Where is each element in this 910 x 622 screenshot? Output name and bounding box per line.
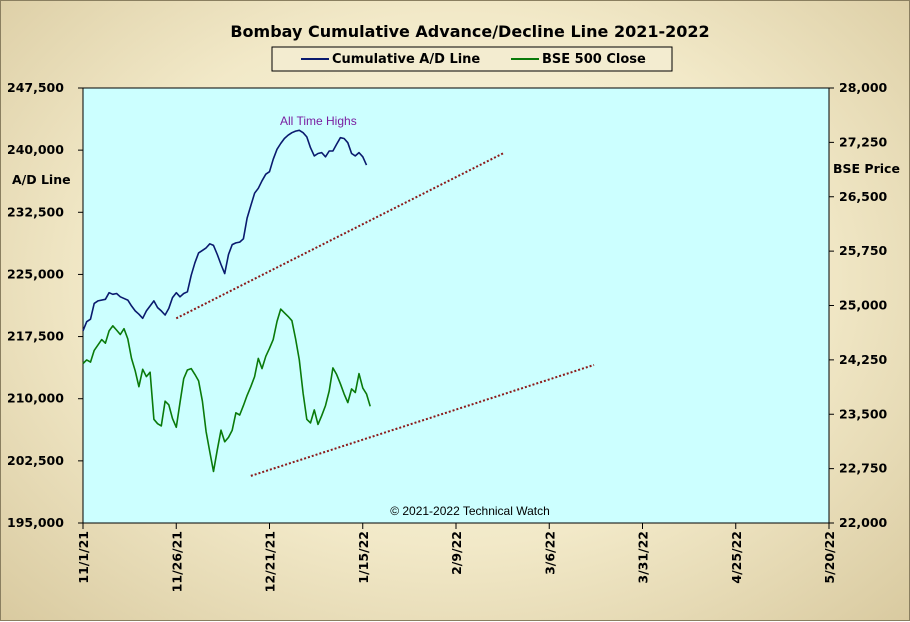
x-tick-label: 4/25/22: [729, 531, 744, 584]
legend-label-ad-line: Cumulative A/D Line: [332, 52, 480, 67]
y-left-tick-label: 202,500: [7, 453, 64, 468]
series-line-bse500-close: [82, 308, 371, 473]
y-left-tick-label: 232,500: [7, 204, 64, 219]
trendline-ad-line: [175, 151, 505, 320]
y-right-tick-label: 25,000: [839, 298, 888, 313]
x-tick-label: 12/21/21: [263, 531, 278, 592]
y-right-tick-label: 28,000: [839, 80, 888, 95]
x-tick-label: 3/6/22: [542, 531, 557, 575]
trendline-bse500: [250, 363, 595, 477]
y-right-tick-label: 24,250: [839, 352, 888, 367]
y-right-tick-label: 27,250: [839, 134, 888, 149]
y-left-tick-label: 210,000: [7, 391, 64, 406]
plot-area: [82, 87, 830, 524]
y-left-tick-label: 217,500: [7, 329, 64, 344]
x-tick-label: 5/20/22: [822, 531, 837, 584]
x-tick-label: 3/31/22: [636, 531, 651, 584]
y-right-tick-label: 22,000: [839, 515, 888, 530]
x-tick-label: 1/15/22: [356, 531, 371, 584]
y-axis-left-label: A/D Line: [12, 172, 71, 187]
chart-title: Bombay Cumulative Advance/Decline Line 2…: [230, 22, 709, 41]
x-tick-label: 11/1/21: [76, 531, 91, 584]
series-line-cumulative-ad: [82, 129, 368, 332]
y-left-tick-label: 225,000: [7, 266, 64, 281]
plot-content: [82, 129, 595, 477]
legend-box: [271, 46, 673, 72]
annotation-all-time-highs: All Time Highs: [280, 114, 357, 128]
y-right-tick-label: 22,750: [839, 461, 888, 476]
copyright-text: © 2021-2022 Technical Watch: [390, 504, 550, 518]
legend-label-bse500: BSE 500 Close: [542, 52, 646, 67]
y-left-tick-label: 195,000: [7, 515, 64, 530]
y-right-tick-label: 26,500: [839, 189, 888, 204]
axes: 195,000 202,500 210,000 217,500 225,000 232,5…: [7, 80, 888, 592]
y-left-tick-label: 247,500: [7, 80, 64, 95]
x-tick-label: 11/26/21: [169, 531, 184, 592]
y-right-tick-label: 23,500: [839, 406, 888, 421]
x-tick-label: 2/9/22: [449, 531, 464, 575]
y-right-tick-label: 25,750: [839, 243, 888, 258]
y-axis-right-label: BSE Price: [833, 161, 900, 176]
y-left-tick-label: 240,000: [7, 142, 64, 157]
